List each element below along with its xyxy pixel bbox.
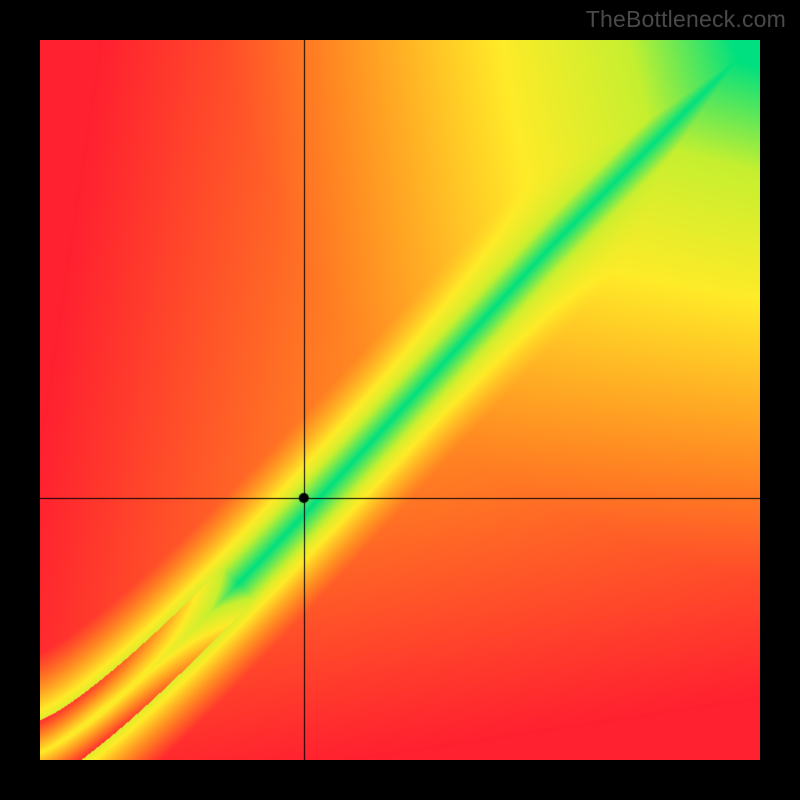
heatmap-plot [40, 40, 760, 760]
heatmap-canvas [40, 40, 760, 760]
watermark-text: TheBottleneck.com [586, 6, 786, 33]
chart-container: TheBottleneck.com [0, 0, 800, 800]
